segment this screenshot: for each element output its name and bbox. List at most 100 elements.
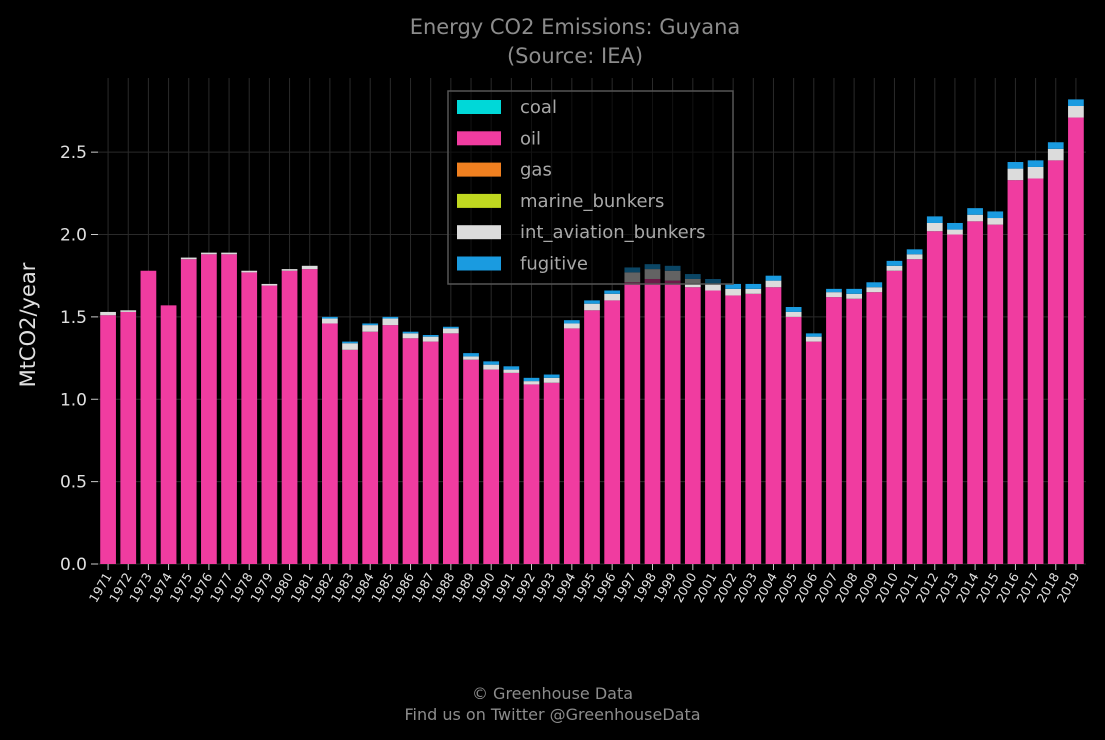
bar-int_aviation_bunkers-1980 [281, 269, 298, 271]
bar-int_aviation_bunkers-1996 [604, 293, 621, 301]
bar-oil-1985 [382, 325, 399, 564]
bar-fugitive-1993 [543, 374, 560, 378]
bar-oil-1983 [342, 349, 358, 564]
bar-fugitive-2019 [1068, 99, 1084, 107]
bar-oil-2016 [1007, 180, 1024, 564]
bar-int_aviation_bunkers-1995 [584, 303, 600, 311]
bar-int_aviation_bunkers-1982 [322, 318, 338, 324]
bar-int_aviation_bunkers-2016 [1007, 168, 1024, 181]
bar-oil-1984 [362, 331, 379, 564]
bar-oil-1988 [442, 333, 459, 564]
bar-oil-1997 [624, 282, 641, 564]
bar-fugitive-1986 [402, 331, 419, 334]
bar-oil-2018 [1047, 160, 1064, 565]
bar-oil-1974 [160, 305, 177, 564]
bar-oil-2001 [705, 290, 721, 564]
legend-box [447, 90, 734, 285]
y-tick-label: 1.5 [60, 308, 87, 328]
bar-int_aviation_bunkers-2005 [785, 311, 802, 317]
bar-oil-1976 [201, 254, 217, 565]
bar-int_aviation_bunkers-2007 [826, 292, 842, 298]
y-axis: 0.0 0.5 1.0 1.5 2.0 2.5 [60, 143, 98, 575]
bar-int_aviation_bunkers-1975 [180, 257, 197, 260]
bar-fugitive-2010 [886, 260, 903, 266]
legend-swatch-fugitive [457, 256, 501, 271]
y-tick-label: 0.5 [60, 473, 87, 493]
bar-oil-1981 [301, 269, 318, 564]
bar-oil-1971 [100, 315, 116, 564]
bar-int_aviation_bunkers-2014 [967, 214, 983, 222]
bar-oil-1996 [604, 300, 621, 564]
bar-int_aviation_bunkers-2013 [947, 229, 963, 235]
bar-fugitive-2018 [1047, 142, 1064, 149]
bar-int_aviation_bunkers-1989 [463, 356, 479, 360]
bar-oil-2011 [906, 259, 923, 564]
bar-fugitive-1996 [604, 290, 621, 294]
bars [100, 99, 1084, 565]
bar-fugitive-1983 [342, 341, 358, 344]
legend-swatch-marine_bunkers [457, 193, 501, 208]
bar-int_aviation_bunkers-1986 [402, 333, 419, 339]
bar-oil-2007 [826, 297, 842, 564]
bar-int_aviation_bunkers-2009 [866, 287, 883, 293]
bar-oil-1979 [261, 285, 278, 564]
chart-subtitle: (Source: IEA) [507, 44, 643, 68]
bar-fugitive-2004 [765, 275, 782, 281]
bar-oil-1986 [402, 338, 419, 564]
bar-fugitive-2012 [926, 216, 943, 223]
bar-int_aviation_bunkers-2010 [886, 265, 903, 271]
y-axis-label: MtCO2/year [16, 262, 40, 387]
bar-int_aviation_bunkers-1991 [503, 369, 520, 373]
bar-oil-2017 [1027, 178, 1044, 564]
bar-fugitive-2015 [987, 211, 1004, 219]
legend-swatch-oil [457, 131, 501, 146]
bar-int_aviation_bunkers-1993 [543, 377, 560, 383]
bar-fugitive-1988 [442, 326, 459, 329]
legend-label-coal: coal [520, 97, 557, 118]
bar-fugitive-1991 [503, 366, 520, 370]
bar-oil-1978 [241, 272, 258, 564]
bar-oil-2009 [866, 292, 883, 564]
bar-int_aviation_bunkers-1987 [422, 336, 439, 342]
legend-label-oil: oil [520, 128, 541, 149]
bar-oil-2019 [1068, 117, 1084, 564]
bar-fugitive-1984 [362, 323, 379, 326]
bar-int_aviation_bunkers-2015 [987, 218, 1004, 225]
bar-oil-2015 [987, 224, 1004, 565]
bar-fugitive-2014 [967, 208, 983, 215]
bar-fugitive-2002 [725, 283, 742, 289]
bar-int_aviation_bunkers-1979 [261, 283, 278, 286]
bar-fugitive-2013 [947, 222, 963, 230]
bar-fugitive-1987 [422, 335, 439, 337]
bar-int_aviation_bunkers-1983 [342, 343, 358, 350]
bar-int_aviation_bunkers-1985 [382, 318, 399, 326]
bar-int_aviation_bunkers-1984 [362, 325, 379, 332]
bar-int_aviation_bunkers-1971 [100, 311, 116, 316]
bar-oil-1992 [523, 384, 540, 564]
bar-int_aviation_bunkers-2004 [765, 280, 782, 288]
bar-int_aviation_bunkers-2011 [906, 254, 923, 260]
bar-fugitive-2007 [826, 288, 842, 293]
bar-fugitive-2005 [785, 306, 802, 312]
footer-copyright: © Greenhouse Data [471, 684, 634, 703]
bar-oil-1990 [483, 369, 500, 564]
bar-oil-2012 [926, 231, 943, 564]
bar-int_aviation_bunkers-2017 [1027, 166, 1044, 179]
bar-oil-1980 [281, 270, 298, 564]
legend-swatch-gas [457, 162, 501, 177]
bar-int_aviation_bunkers-2003 [745, 288, 762, 294]
y-tick-label: 2.5 [60, 143, 87, 163]
bar-oil-1975 [180, 259, 197, 564]
bar-int_aviation_bunkers-1977 [221, 252, 237, 255]
bar-int_aviation_bunkers-2006 [805, 336, 822, 342]
bar-oil-2013 [947, 234, 963, 564]
bar-int_aviation_bunkers-2019 [1068, 106, 1084, 118]
bar-fugitive-2011 [906, 249, 923, 255]
bar-int_aviation_bunkers-1988 [442, 328, 459, 334]
bar-oil-1998 [644, 278, 661, 564]
bar-oil-1989 [463, 359, 479, 564]
bar-int_aviation_bunkers-2001 [705, 283, 721, 291]
bar-fugitive-2006 [805, 333, 822, 337]
bar-int_aviation_bunkers-2018 [1047, 148, 1064, 161]
